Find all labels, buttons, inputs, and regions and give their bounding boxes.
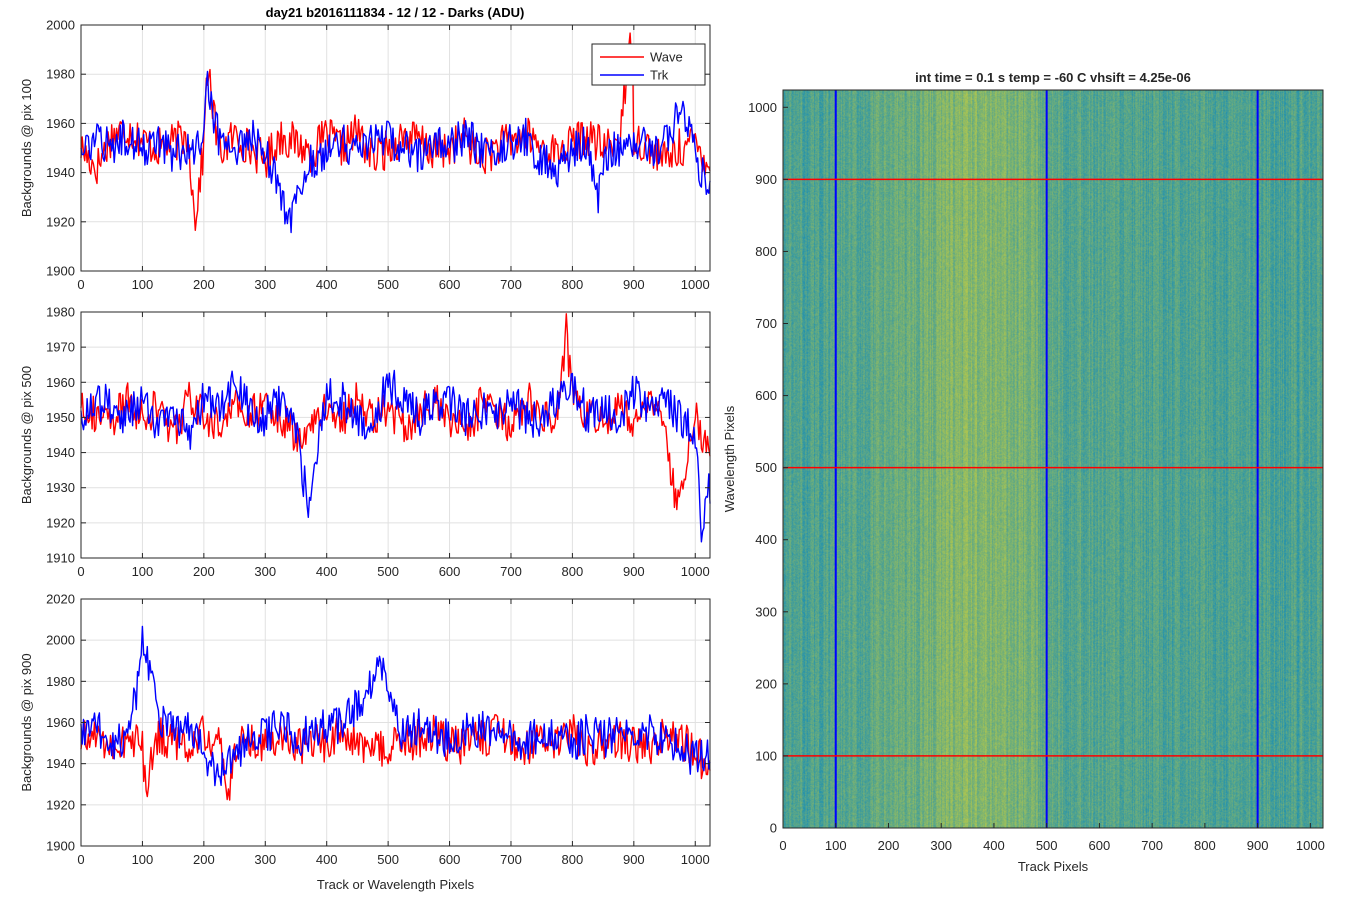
x-tick-label: 500 — [377, 852, 399, 867]
x-tick-label: 400 — [316, 852, 338, 867]
y-tick-label: 1910 — [46, 551, 75, 566]
heatmap-x-tick-label: 600 — [1089, 838, 1111, 853]
y-tick-label: 1940 — [46, 445, 75, 460]
x-tick-label: 200 — [193, 852, 215, 867]
y-tick-label: 2000 — [46, 633, 75, 648]
heatmap-y-tick-label: 900 — [755, 172, 777, 187]
y-tick-label: 1980 — [46, 674, 75, 689]
series-line-trk — [80, 625, 711, 787]
x-tick-label: 200 — [193, 277, 215, 292]
x-tick-label: 300 — [254, 564, 276, 579]
legend-entry-wave: Wave — [650, 50, 683, 65]
y-tick-label: 1960 — [46, 116, 75, 131]
heatmap-y-tick-label: 100 — [755, 748, 777, 763]
x-tick-label: 0 — [77, 277, 84, 292]
x-tick-label: 900 — [623, 852, 645, 867]
heatmap-x-tick-label: 900 — [1247, 838, 1269, 853]
y-tick-label: 1940 — [46, 165, 75, 180]
x-tick-label: 800 — [562, 852, 584, 867]
x-tick-label: 600 — [439, 564, 461, 579]
heatmap-y-tick-label: 800 — [755, 244, 777, 259]
y-tick-label: 1950 — [46, 410, 75, 425]
y-axis-label: Backgrounds @ pix 500 — [19, 366, 34, 504]
x-tick-label: 900 — [623, 564, 645, 579]
heatmap-x-tick-label: 200 — [878, 838, 900, 853]
figure-title: day21 b2016111834 - 12 / 12 - Darks (ADU… — [266, 5, 525, 20]
x-tick-label: 100 — [132, 564, 154, 579]
x-tick-label: 400 — [316, 277, 338, 292]
heatmap-x-tick-label: 500 — [1036, 838, 1058, 853]
plot-area-2 — [81, 312, 710, 558]
series-line-wave — [80, 313, 711, 511]
x-tick-label: 300 — [254, 277, 276, 292]
y-tick-label: 1900 — [46, 839, 75, 854]
heatmap-x-tick-label: 1000 — [1296, 838, 1325, 853]
heatmap-y-tick-label: 1000 — [748, 100, 777, 115]
heatmap-x-tick-label: 0 — [779, 838, 786, 853]
plot-frame-1 — [80, 24, 711, 272]
x-tick-label: 0 — [77, 564, 84, 579]
heatmap-title: int time = 0.1 s temp = -60 C vhsift = 4… — [915, 70, 1191, 85]
plot-frame-2 — [80, 311, 711, 559]
y-tick-label: 1920 — [46, 515, 75, 530]
x-tick-label: 1000 — [681, 564, 710, 579]
y-tick-label: 1920 — [46, 214, 75, 229]
y-tick-label: 2000 — [46, 18, 75, 33]
y-tick-label: 1980 — [46, 305, 75, 320]
heatmap-x-tick-label: 800 — [1194, 838, 1216, 853]
heatmap-y-tick-label: 700 — [755, 316, 777, 331]
y-tick-label: 1940 — [46, 756, 75, 771]
y-axis-label: Backgrounds @ pix 900 — [19, 653, 34, 791]
heatmap-y-tick-label: 300 — [755, 604, 777, 619]
x-tick-label: 400 — [316, 564, 338, 579]
heatmap-y-tick-label: 400 — [755, 532, 777, 547]
y-tick-label: 2020 — [46, 592, 75, 607]
x-tick-label: 1000 — [681, 277, 710, 292]
legend-entry-trk: Trk — [650, 68, 669, 83]
heatmap-frame — [782, 89, 1324, 829]
x-tick-label: 700 — [500, 564, 522, 579]
x-tick-label: 700 — [500, 277, 522, 292]
y-axis-label: Backgrounds @ pix 100 — [19, 79, 34, 217]
heatmap-y-tick-label: 0 — [770, 821, 777, 836]
y-tick-label: 1960 — [46, 375, 75, 390]
legend-box — [591, 43, 706, 86]
heatmap-x-tick-label: 700 — [1141, 838, 1163, 853]
y-tick-label: 1920 — [46, 797, 75, 812]
y-tick-label: 1900 — [46, 264, 75, 279]
x-tick-label: 800 — [562, 564, 584, 579]
x-tick-label: 100 — [132, 277, 154, 292]
x-tick-label: 800 — [562, 277, 584, 292]
x-tick-label: 100 — [132, 852, 154, 867]
x-axis-label: Track or Wavelength Pixels — [317, 877, 475, 892]
x-tick-label: 600 — [439, 277, 461, 292]
y-tick-label: 1960 — [46, 715, 75, 730]
x-tick-label: 200 — [193, 564, 215, 579]
x-tick-label: 300 — [254, 852, 276, 867]
heatmap-x-axis-label: Track Pixels — [1018, 859, 1089, 874]
x-tick-label: 900 — [623, 277, 645, 292]
heatmap-y-axis-label: Wavelength Pixels — [722, 405, 737, 512]
x-tick-label: 0 — [77, 852, 84, 867]
heatmap-x-tick-label: 400 — [983, 838, 1005, 853]
series-line-trk — [80, 70, 711, 234]
y-tick-label: 1930 — [46, 480, 75, 495]
heatmap-y-tick-label: 600 — [755, 388, 777, 403]
x-tick-label: 1000 — [681, 852, 710, 867]
series-line-trk — [80, 369, 711, 543]
heatmap-x-tick-label: 300 — [930, 838, 952, 853]
y-tick-label: 1980 — [46, 67, 75, 82]
x-tick-label: 700 — [500, 852, 522, 867]
x-tick-label: 500 — [377, 564, 399, 579]
heatmap-y-tick-label: 500 — [755, 460, 777, 475]
x-tick-label: 500 — [377, 277, 399, 292]
y-tick-label: 1970 — [46, 340, 75, 355]
heatmap-y-tick-label: 200 — [755, 676, 777, 691]
heatmap-x-tick-label: 100 — [825, 838, 847, 853]
x-tick-label: 600 — [439, 852, 461, 867]
heatmap-image — [783, 90, 1323, 828]
